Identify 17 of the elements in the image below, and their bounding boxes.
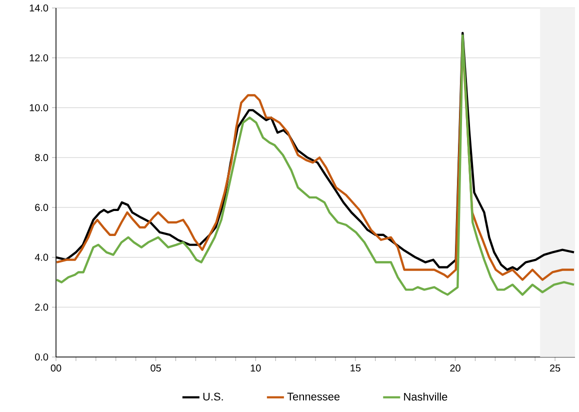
- x-tick-label: 05: [150, 364, 161, 372]
- x-tick-label: 15: [350, 364, 361, 372]
- y-tick-label: 8.0: [35, 154, 48, 162]
- y-tick-label: 0.0: [35, 353, 48, 361]
- y-tick-label: 2.0: [35, 304, 48, 311]
- y-tick-label: 4.0: [34, 254, 48, 261]
- legend-label: Tennessee: [287, 392, 340, 400]
- legend-label: Nashville: [404, 392, 448, 401]
- legend-label: U.S.: [203, 392, 223, 400]
- x-tick-label: 00: [50, 364, 62, 372]
- x-tick-label: 20: [450, 364, 460, 372]
- y-tick-label: 14.0: [30, 4, 48, 12]
- y-tick-label: 12.0: [30, 54, 48, 62]
- y-tick-label: 10.0: [30, 104, 48, 112]
- x-tick-label: 10: [250, 364, 261, 372]
- x-tick-label: 25: [550, 364, 560, 372]
- y-tick-label: 6.0: [35, 204, 48, 211]
